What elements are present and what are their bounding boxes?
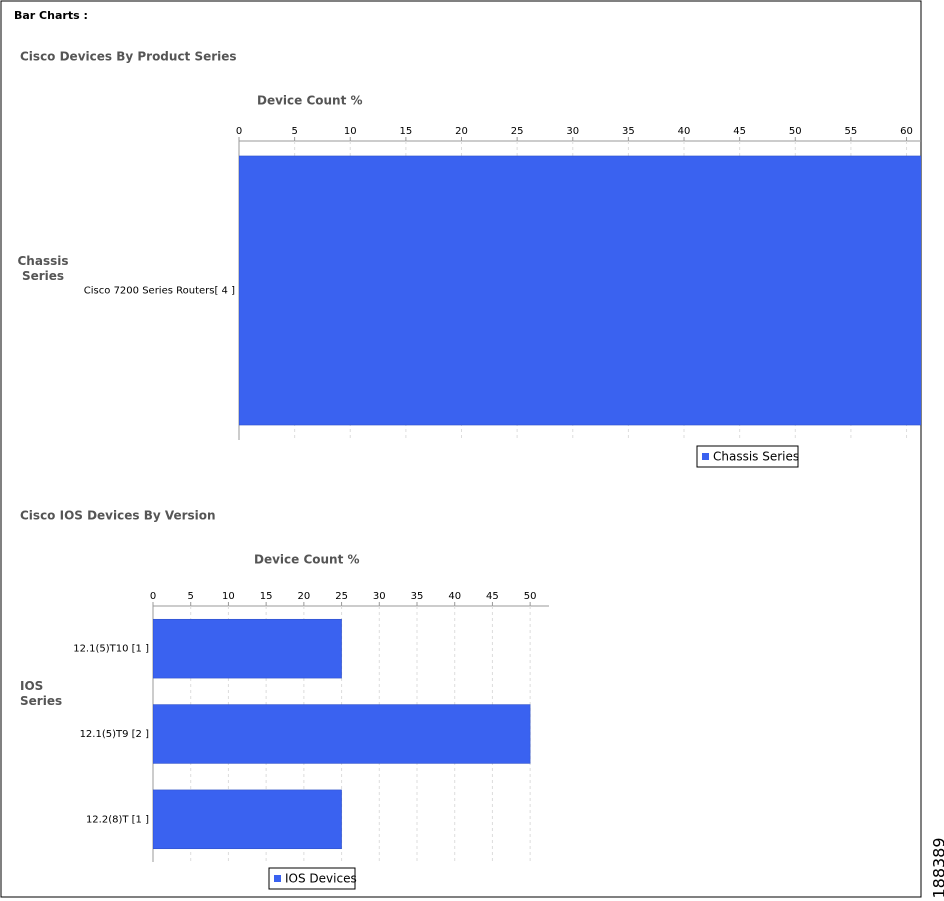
- legend-label: IOS Devices: [285, 872, 357, 886]
- x-tick-label: 25: [511, 126, 524, 137]
- frame: [0, 0, 922, 898]
- x-tick-label: 30: [373, 591, 386, 602]
- x-tick-label: 5: [291, 126, 297, 137]
- bar: [153, 618, 342, 679]
- figure-id: 188389: [930, 837, 944, 898]
- x-tick-label: 45: [486, 591, 499, 602]
- x-tick-label: 30: [566, 126, 579, 137]
- legend-label: Chassis Series: [713, 450, 799, 464]
- y-axis-label: IOS Series: [20, 679, 63, 708]
- x-tick-label: 10: [344, 126, 357, 137]
- x-tick-label: 15: [400, 126, 413, 137]
- x-tick-label: 25: [335, 591, 348, 602]
- chart-title: Cisco IOS Devices By Version: [20, 509, 216, 523]
- x-tick-label: 60: [900, 126, 913, 137]
- header: Bar Charts :: [14, 9, 88, 22]
- bar: [239, 155, 921, 426]
- x-tick-label: 20: [455, 126, 468, 137]
- legend-swatch: [702, 453, 709, 460]
- x-tick-label: 40: [448, 591, 461, 602]
- x-tick-label: 15: [260, 591, 273, 602]
- x-tick-label: 40: [678, 126, 691, 137]
- x-tick-label: 20: [297, 591, 310, 602]
- x-tick-label: 50: [789, 126, 802, 137]
- x-tick-label: 10: [222, 591, 235, 602]
- legend-box: [696, 445, 799, 468]
- x-tick-label: 55: [845, 126, 858, 137]
- y-axis-label: Chassis Series: [17, 254, 69, 283]
- legend-swatch: [274, 875, 281, 882]
- bar: [153, 789, 342, 850]
- x-tick-label: 0: [150, 591, 156, 602]
- y-tick-label: 12.1(5)T10 [1 ]: [73, 644, 149, 655]
- chart-title: Cisco Devices By Product Series: [20, 50, 237, 64]
- x-axis-label: Device Count %: [257, 94, 363, 108]
- bar: [153, 704, 531, 764]
- x-tick-label: 5: [188, 591, 194, 602]
- y-tick-label: Cisco 7200 Series Routers[ 4 ]: [84, 286, 235, 297]
- x-tick-label: 0: [236, 126, 242, 137]
- x-tick-label: 35: [411, 591, 424, 602]
- x-tick-label: 50: [524, 591, 537, 602]
- legend-box: [268, 867, 356, 890]
- x-tick-label: 35: [622, 126, 635, 137]
- y-tick-label: 12.1(5)T9 [2 ]: [80, 729, 150, 740]
- y-tick-label: 12.2(8)T [1 ]: [86, 814, 149, 825]
- x-tick-label: 45: [733, 126, 746, 137]
- x-axis-label: Device Count %: [254, 553, 360, 567]
